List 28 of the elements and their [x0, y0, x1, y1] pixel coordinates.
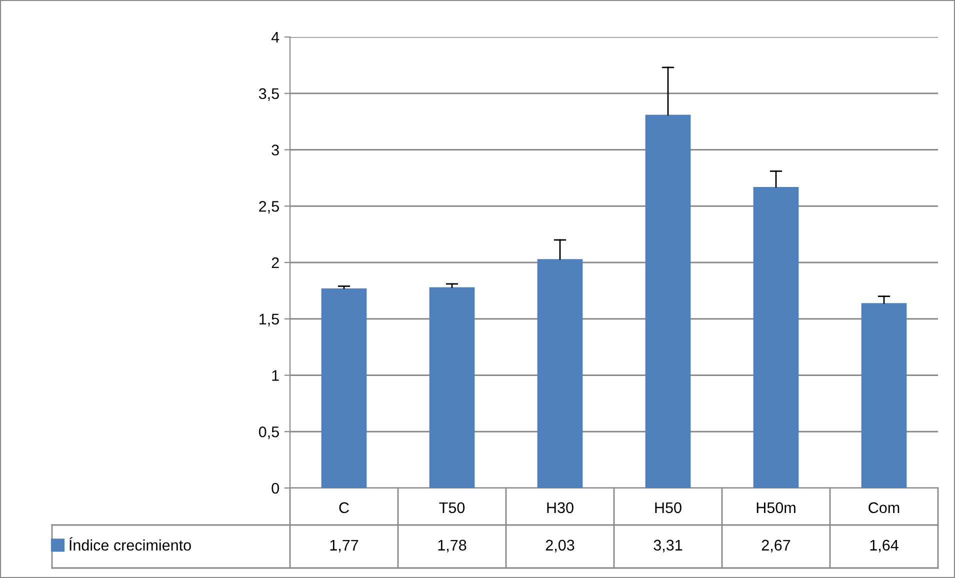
x-tick-label: H50m [756, 502, 796, 514]
bar [429, 287, 475, 488]
y-tick-label: 2,5 [259, 200, 279, 214]
y-tick-label: 3,5 [258, 88, 279, 101]
bar [861, 303, 907, 488]
legend-label: Índice crecimiento [69, 537, 191, 551]
x-tick-label: H30 [547, 502, 574, 514]
bar [321, 288, 367, 488]
y-tick-label: 0 [272, 482, 279, 494]
y-tick-label: 3 [272, 144, 279, 156]
bar [645, 114, 691, 488]
y-tick-label: 4 [271, 32, 280, 43]
y-tick-label: 1 [272, 370, 279, 381]
data-label: 2,03 [546, 540, 574, 552]
data-label: 1,64 [870, 540, 898, 552]
bar [537, 259, 583, 488]
x-tick-label: H50 [655, 502, 682, 514]
data-label: 2,67 [762, 540, 790, 552]
x-tick-label: C [339, 502, 349, 514]
data-label: 1,78 [438, 540, 466, 552]
y-tick-label: 2 [272, 257, 279, 268]
bar [753, 186, 799, 488]
y-tick-label: 0,5 [258, 426, 279, 440]
x-tick-label: Com [868, 502, 900, 514]
x-tick-label: T50 [439, 502, 465, 514]
data-label: 1,77 [330, 540, 358, 552]
data-label: 3,31 [654, 540, 682, 552]
y-tick-label: 1,5 [260, 314, 279, 326]
